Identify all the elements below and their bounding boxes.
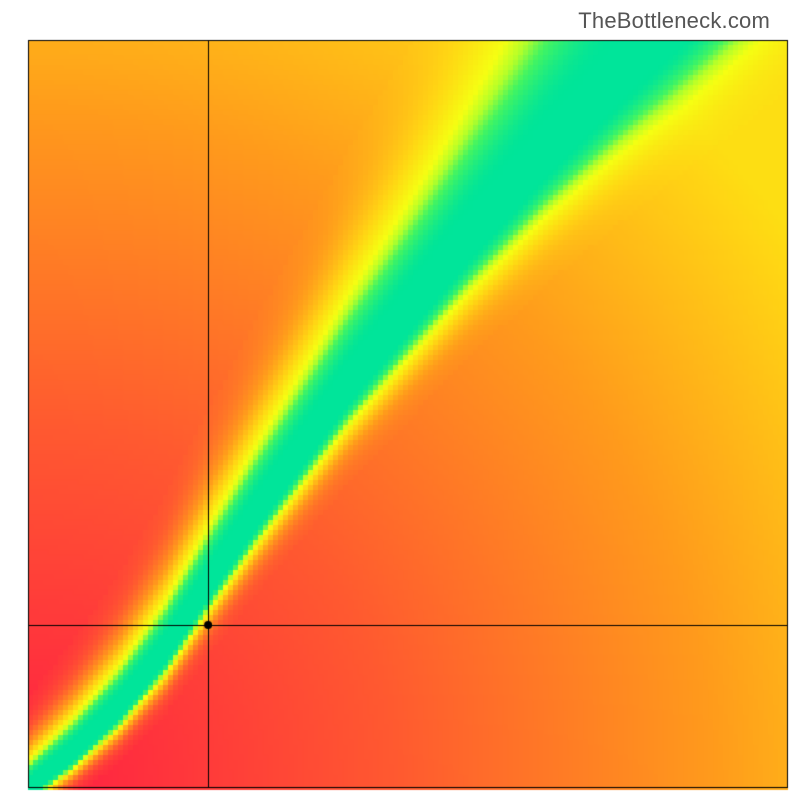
watermark-text: TheBottleneck.com	[578, 8, 770, 34]
heatmap-canvas	[0, 0, 800, 800]
chart-container: TheBottleneck.com	[0, 0, 800, 800]
